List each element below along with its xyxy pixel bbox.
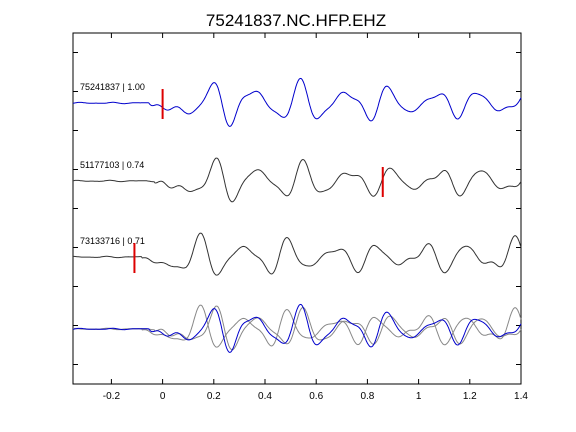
overlay-trace-2 [73,304,522,348]
axes: -0.2 0 0.2 0.4 0.6 0.8 1 1.2 1.4 [72,32,528,402]
overlay-trace-0 [72,303,522,353]
trace-line-2 [73,232,522,276]
pick-markers [133,89,384,273]
trace-label-1: 51177103 | 0.74 [80,160,144,170]
x-tick-label: 0.2 [207,391,221,402]
waveform-traces [72,77,522,353]
x-tick-label: 0.6 [309,391,323,402]
x-tick-label: 0.8 [360,391,374,402]
x-tick-label: 0.4 [258,391,272,402]
x-tick-label: -0.2 [103,391,121,402]
trace-line-1 [72,157,522,203]
trace-labels: 75241837 | 1.00 51177103 | 0.74 73133716 |… [80,82,145,246]
x-tick-label: 1.2 [463,391,477,402]
x-tick-label: 1.4 [514,391,528,402]
trace-label-2: 73133716 | 0.71 [80,236,145,246]
trace-line-0 [72,77,522,127]
chart-title: 75241837.NC.HFP.EHZ [206,11,386,30]
trace-label-0: 75241837 | 1.00 [80,82,145,92]
x-tick-label: 0 [160,391,166,402]
x-tick-label: 1 [416,391,422,402]
